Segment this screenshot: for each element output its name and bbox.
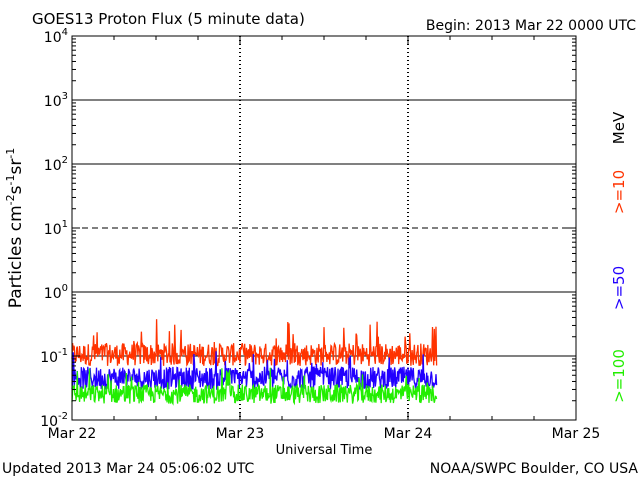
- legend-entry-ge50: >=50: [610, 266, 628, 310]
- y-tick-label: 103: [44, 91, 68, 110]
- x-tick-label: Mar 25: [552, 426, 601, 442]
- series-line-ge10: [71, 319, 438, 367]
- y-tick-label: 104: [44, 27, 68, 46]
- y-tick-label: 101: [44, 219, 68, 238]
- x-axis-label: Universal Time: [276, 443, 373, 458]
- x-axis-ticks: Mar 22 Mar 23 Mar 24 Mar 25: [48, 36, 601, 442]
- data-source-label: NOAA/SWPC Boulder, CO USA: [430, 461, 639, 477]
- x-tick-label: Mar 23: [216, 426, 265, 442]
- series-line-ge100: [71, 367, 438, 406]
- y-tick-label: 10-2: [40, 411, 68, 430]
- legend-entry-ge10: >=10: [610, 170, 628, 214]
- y-axis-label-base: Particles cm: [6, 205, 26, 308]
- y-axis-label-s: s: [6, 185, 26, 194]
- series-line-ge50: [71, 351, 438, 391]
- y-axis-label-sr: sr: [6, 159, 26, 175]
- x-tick-label: Mar 24: [384, 426, 433, 442]
- y-axis-label: Particles cm-2s-1sr-1: [4, 148, 26, 309]
- y-axis-label-exp2: -1: [4, 175, 17, 186]
- y-axis-label-exp3: -1: [4, 148, 17, 159]
- plot-frame: [71, 35, 577, 421]
- updated-timestamp: Updated 2013 Mar 24 05:06:02 UTC: [2, 461, 255, 477]
- chart-title: GOES13 Proton Flux (5 minute data): [32, 10, 305, 28]
- legend-entry-ge100: >=100: [610, 349, 628, 403]
- y-axis-label-exp1: -2: [4, 194, 17, 205]
- x-tick-label: Mar 22: [48, 426, 97, 442]
- y-tick-label: 102: [44, 155, 68, 174]
- begin-time-label: Begin: 2013 Mar 22 0000 UTC: [426, 18, 636, 34]
- legend-unit-label: MeV: [610, 111, 628, 144]
- y-axis-ticks: 104 103 102 101 100 10-1 10-2: [40, 27, 576, 430]
- y-tick-label: 10-1: [40, 347, 68, 366]
- y-tick-label: 100: [44, 283, 68, 302]
- data-series: [71, 319, 438, 406]
